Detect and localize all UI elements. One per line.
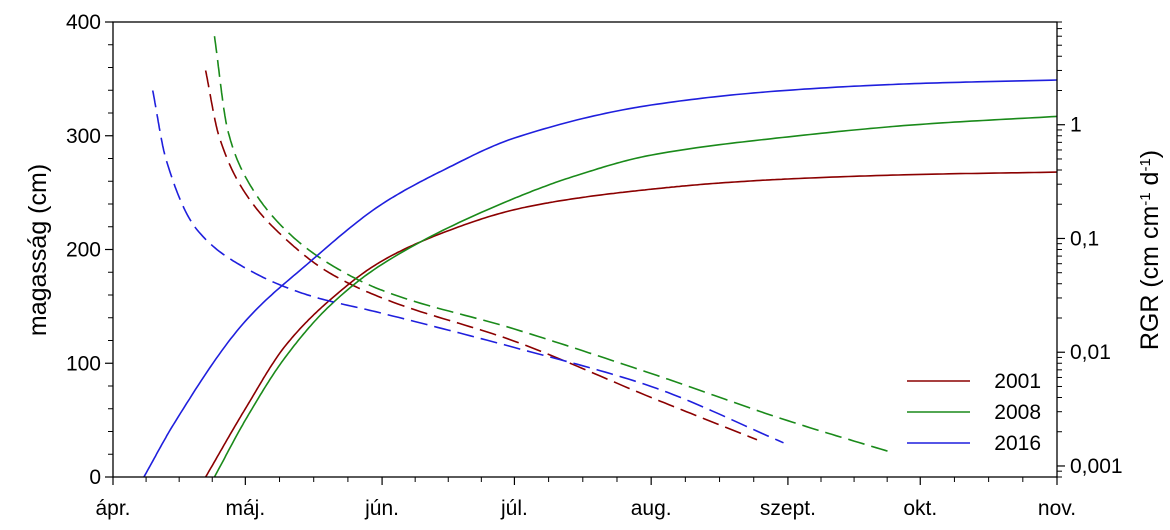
y-axis-right-title-sup1: -1 bbox=[1137, 192, 1154, 205]
y-left-tick-label: 100 bbox=[66, 352, 101, 375]
height-line-2008 bbox=[213, 115, 1057, 477]
x-tick-label: jún. bbox=[364, 497, 399, 520]
x-tick-label: nov. bbox=[1038, 497, 1076, 520]
y-left-tick-label: 300 bbox=[66, 125, 101, 148]
y-right-tick-label: 0,001 bbox=[1070, 455, 1123, 478]
series-lines bbox=[143, 36, 1057, 477]
y-axis-right-title-mid: d bbox=[1136, 172, 1164, 193]
y-right-tick-label: 0,1 bbox=[1070, 227, 1099, 250]
height-line-2001 bbox=[204, 171, 1057, 477]
x-tick-label: ápr. bbox=[95, 497, 130, 520]
rgr-line-2016 bbox=[151, 90, 784, 444]
plot-frame bbox=[112, 21, 1058, 478]
axes: ápr. máj. jún. júl. aug. szept. okt. nov. 0 100 20… bbox=[66, 11, 1123, 520]
y-right-tick-label: 0,01 bbox=[1070, 341, 1111, 364]
legend-label-2016: 2016 bbox=[994, 432, 1041, 455]
x-tick-label: okt. bbox=[903, 497, 937, 520]
x-tick-label: szept. bbox=[760, 497, 816, 520]
legend-label-2001: 2001 bbox=[994, 370, 1041, 393]
x-tick-label: aug. bbox=[631, 497, 672, 520]
legend: 2001 2008 2016 bbox=[907, 370, 1041, 455]
y-axis-left-title: magasság (cm) bbox=[24, 164, 52, 336]
x-tick-label: júl. bbox=[500, 497, 528, 520]
axis-labels: magasság (cm) RGR (cm cm-1 d-1) bbox=[24, 150, 1164, 350]
y-left-tick-label: 200 bbox=[66, 239, 101, 262]
y-axis-right-title-sup2: -1 bbox=[1137, 158, 1154, 171]
plot-area bbox=[143, 36, 1057, 477]
y-right-tick-label: 1 bbox=[1070, 114, 1082, 137]
height-line-2016 bbox=[143, 79, 1057, 477]
y-axis-right-title-main: RGR (cm cm bbox=[1136, 206, 1164, 350]
y-left-tick-label: 0 bbox=[89, 466, 101, 489]
x-tick-label: máj. bbox=[225, 497, 265, 520]
legend-label-2008: 2008 bbox=[994, 401, 1041, 424]
y-left-tick-label: 400 bbox=[66, 11, 101, 34]
rgr-line-2008 bbox=[213, 36, 895, 454]
y-axis-right-title-end: ) bbox=[1136, 150, 1164, 158]
rgr-line-2001 bbox=[204, 70, 758, 441]
y-axis-right-title: RGR (cm cm-1 d-1) bbox=[1136, 150, 1164, 350]
